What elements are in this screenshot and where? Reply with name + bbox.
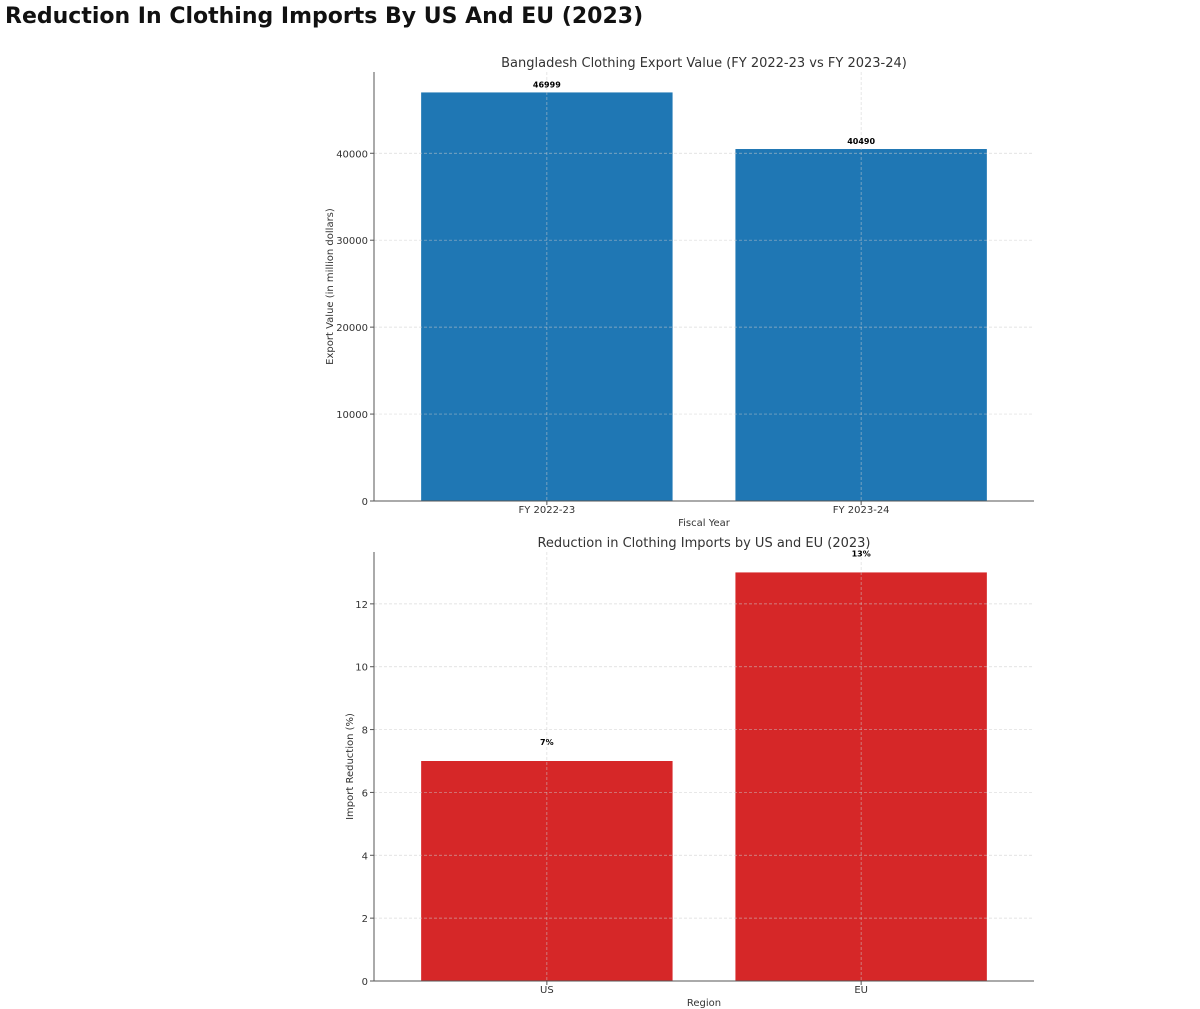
y-tick-label: 0 (362, 977, 368, 988)
chart-title: Reduction in Clothing Imports by US and … (537, 536, 870, 551)
y-axis-label: Export Value (in million dollars) (325, 208, 336, 365)
y-tick-label: 0 (362, 497, 368, 508)
y-tick-label: 12 (355, 600, 368, 611)
y-tick-label: 40000 (336, 149, 368, 160)
y-tick-label: 10000 (336, 410, 368, 421)
x-axis-label: Region (687, 998, 721, 1009)
y-tick-label: 10 (355, 663, 368, 674)
x-axis-label: Fiscal Year (678, 518, 731, 529)
y-tick-label: 4 (362, 851, 368, 862)
data-label: 7% (540, 738, 554, 747)
page-title: Reduction In Clothing Imports By US And … (5, 4, 644, 29)
x-tick-label: FY 2022-23 (518, 505, 575, 516)
y-tick-label: 2 (362, 914, 368, 925)
y-tick-label: 6 (362, 788, 368, 799)
y-tick-label: 30000 (336, 236, 368, 247)
x-tick-label: EU (854, 985, 868, 996)
x-tick-label: US (540, 985, 554, 996)
y-tick-label: 20000 (336, 323, 368, 334)
x-tick-label: FY 2023-24 (833, 505, 890, 516)
y-axis-label: Import Reduction (%) (345, 713, 356, 820)
data-label: 40490 (847, 137, 875, 146)
data-label: 13% (852, 549, 871, 558)
chart-title: Bangladesh Clothing Export Value (FY 202… (501, 56, 907, 71)
data-label: 46999 (533, 80, 561, 89)
y-tick-label: 8 (362, 726, 368, 737)
